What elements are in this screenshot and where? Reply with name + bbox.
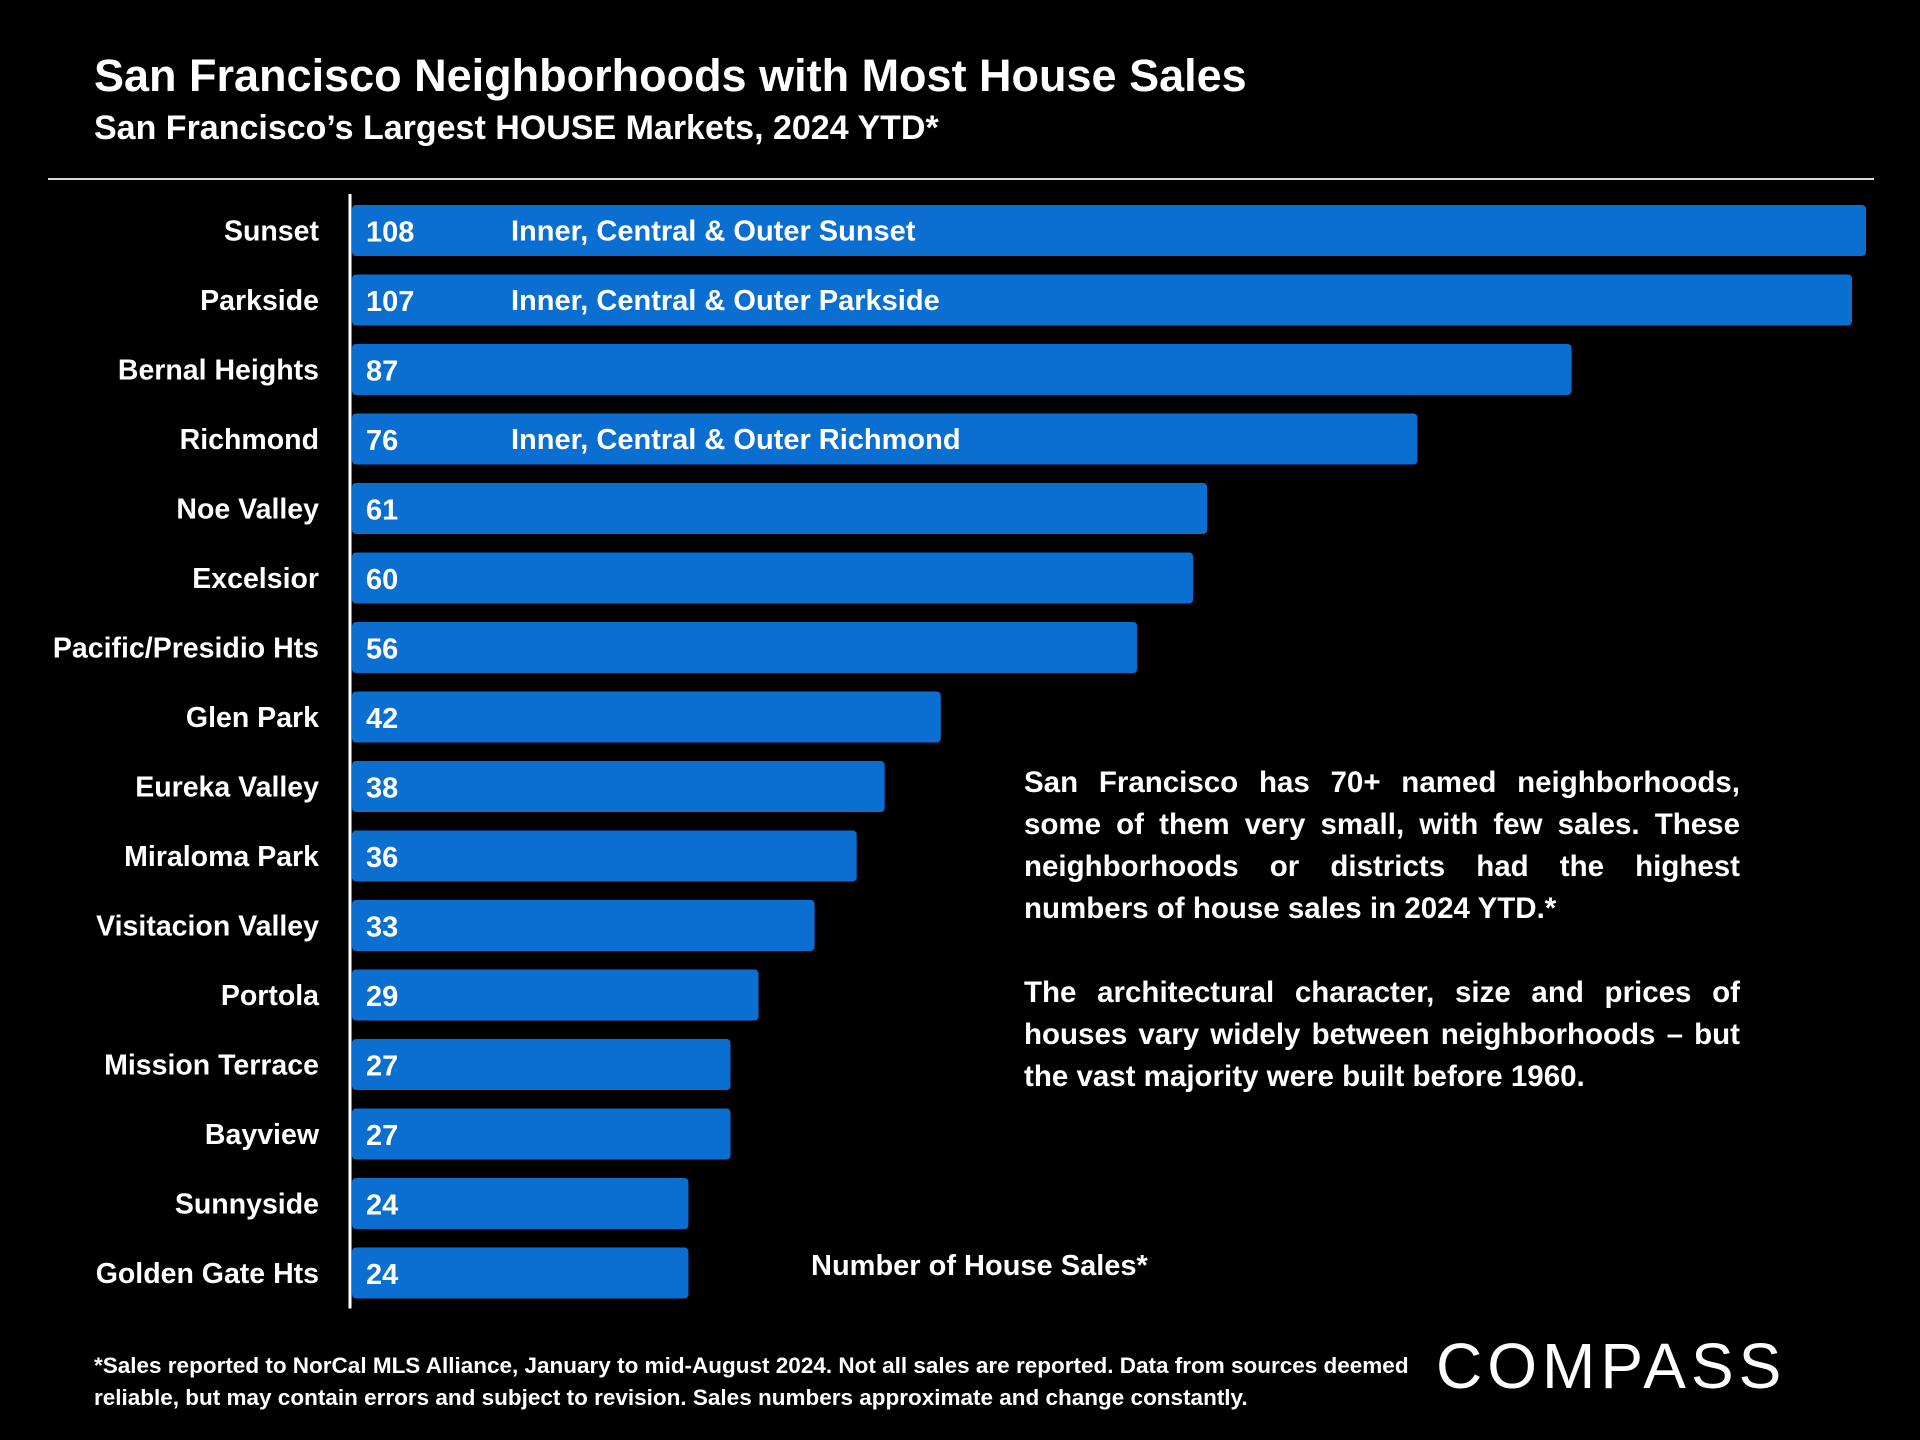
- bar-value-label: 56: [366, 634, 398, 666]
- bar-value-label: 108: [366, 217, 414, 249]
- bar-note-label: Inner, Central & Outer Sunset: [511, 216, 916, 248]
- bar: [352, 483, 1208, 534]
- category-label: Pacific/Presidio Hts: [53, 633, 319, 665]
- annotation-paragraph-1: San Francisco has 70+ named neighborhood…: [1024, 766, 1740, 925]
- bar: [352, 205, 1866, 256]
- bar: [352, 552, 1194, 604]
- bar: [352, 413, 1418, 465]
- bar: [352, 691, 941, 743]
- annotation-text: San Francisco has 70+ named neighborhood…: [1024, 762, 1740, 1140]
- category-label: Glen Park: [186, 702, 319, 734]
- bar: [352, 274, 1852, 326]
- compass-logo: COMPASS: [1436, 1330, 1786, 1398]
- bar-value-label: 24: [366, 1259, 398, 1291]
- bar-value-label: 61: [366, 495, 398, 527]
- bar-value-label: 42: [366, 703, 398, 735]
- logo-text: COMPASS: [1436, 1330, 1786, 1398]
- bar-value-label: 87: [366, 356, 398, 388]
- bar-value-label: 27: [366, 1051, 398, 1083]
- category-label: Golden Gate Hts: [96, 1258, 319, 1290]
- category-label: Bayview: [205, 1119, 320, 1151]
- bar-note-label: Inner, Central & Outer Parkside: [511, 285, 940, 317]
- category-label: Miraloma Park: [124, 841, 319, 873]
- bar: [352, 344, 1572, 395]
- category-label: Richmond: [180, 424, 319, 456]
- bar-value-label: 27: [366, 1120, 398, 1152]
- bar: [352, 1039, 731, 1090]
- bar-value-label: 76: [366, 425, 398, 457]
- x-axis-title: Number of House Sales*: [811, 1250, 1148, 1282]
- annotation-paragraph-2: The architectural character, size and pr…: [1024, 976, 1740, 1093]
- bar-note-label: Inner, Central & Outer Richmond: [511, 424, 961, 456]
- category-label: Parkside: [200, 285, 319, 317]
- bar: [352, 830, 857, 882]
- category-label: Eureka Valley: [135, 772, 319, 804]
- bar-value-label: 107: [366, 286, 414, 318]
- category-label: Mission Terrace: [104, 1050, 319, 1082]
- bar: [352, 1247, 689, 1299]
- category-label: Visitacion Valley: [96, 911, 319, 943]
- bar: [352, 1178, 689, 1229]
- category-label: Noe Valley: [176, 494, 319, 526]
- category-label: Sunnyside: [175, 1189, 319, 1221]
- bar-value-label: 33: [366, 912, 398, 944]
- bar: [352, 1108, 731, 1160]
- bar-value-label: 29: [366, 981, 398, 1013]
- bar-value-label: 24: [366, 1190, 398, 1222]
- bar: [352, 761, 885, 812]
- bar: [352, 900, 815, 951]
- category-label: Sunset: [224, 216, 320, 248]
- chart-title: San Francisco Neighborhoods with Most Ho…: [94, 50, 1247, 101]
- bar: [352, 622, 1138, 673]
- bar-value-label: 36: [366, 842, 398, 874]
- header-divider: [48, 178, 1874, 180]
- bar-value-label: 38: [366, 773, 398, 805]
- category-label: Excelsior: [192, 563, 319, 595]
- category-label: Portola: [221, 980, 320, 1012]
- bar-value-label: 60: [366, 564, 398, 596]
- chart-subtitle: San Francisco’s Largest HOUSE Markets, 2…: [94, 109, 939, 147]
- category-label: Bernal Heights: [118, 355, 319, 387]
- bar: [352, 969, 759, 1021]
- footnote: *Sales reported to NorCal MLS Alliance, …: [94, 1353, 1409, 1410]
